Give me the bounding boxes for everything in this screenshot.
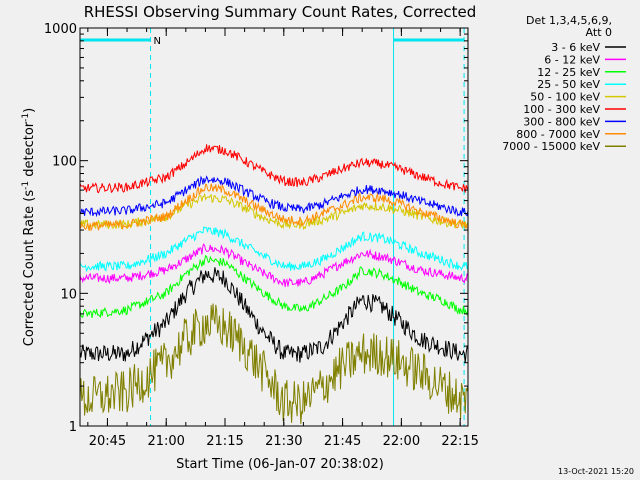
y-label-part: Corrected Count Rate (s — [22, 190, 37, 347]
legend-label: 6 - 12 keV — [544, 53, 600, 66]
series-line-7 — [79, 175, 469, 218]
legend-label: 100 - 300 keV — [523, 103, 600, 116]
legend-header: Att 0 — [586, 26, 612, 39]
legend-label: 800 - 7000 keV — [516, 128, 600, 141]
legend-label: 7000 - 15000 keV — [502, 140, 600, 153]
x-axis: 20:45 21:00 21:15 21:30 21:45 22:00 22:15 — [87, 28, 479, 449]
y-axis-label: Corrected Count Rate (s-1 detector-1) — [21, 108, 37, 346]
series-layer — [79, 144, 469, 424]
series-line-1 — [79, 267, 469, 363]
series-line-9 — [79, 303, 469, 424]
legend-label: 50 - 100 keV — [530, 91, 600, 104]
series-line-4 — [79, 226, 469, 273]
legend-label: 12 - 25 keV — [537, 66, 600, 79]
y-tick-label: 1 — [69, 420, 77, 435]
y-label-superscript: -1 — [21, 113, 31, 122]
legend-label: 25 - 50 keV — [537, 78, 600, 91]
series-line-5 — [79, 192, 469, 231]
y-label-part: ) — [22, 108, 37, 113]
x-tick-label: 20:45 — [89, 434, 126, 449]
y-label-superscript: -1 — [21, 181, 31, 190]
series-line-8 — [79, 183, 469, 232]
legend-header: Det 1,3,4,5,6,9, — [526, 14, 612, 27]
chart-title: RHESSI Observing Summary Count Rates, Co… — [84, 3, 477, 21]
x-tick-label: 21:00 — [147, 434, 184, 449]
x-tick-label: 21:15 — [206, 434, 243, 449]
x-tick-label: 21:30 — [265, 434, 302, 449]
y-tick-label: 1000 — [44, 22, 77, 37]
footer-timestamp: 13-Oct-2021 15:20 — [558, 467, 634, 476]
series-line-3 — [79, 254, 469, 319]
series-line-2 — [79, 243, 469, 288]
night-label: N — [154, 36, 161, 47]
x-tick-label: 22:00 — [383, 434, 420, 449]
plot-frame — [79, 27, 469, 427]
y-label-part: detector — [22, 121, 37, 181]
x-tick-label: 22:15 — [441, 434, 478, 449]
y-tick-label: 10 — [60, 287, 77, 302]
legend-label: 3 - 6 keV — [551, 41, 600, 54]
y-axis: 1 10 100 1000 — [44, 22, 468, 435]
x-axis-label: Start Time (06-Jan-07 20:38:02) — [176, 457, 384, 472]
x-tick-label: 21:45 — [324, 434, 361, 449]
y-tick-label: 100 — [52, 155, 77, 170]
series-line-6 — [79, 144, 469, 194]
legend-label: 300 - 800 keV — [523, 115, 600, 128]
